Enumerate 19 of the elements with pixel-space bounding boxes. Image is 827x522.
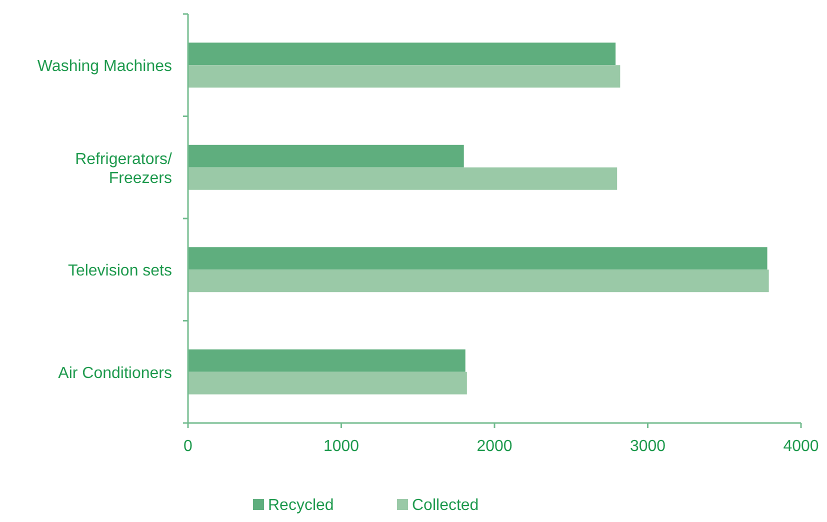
y-tick-label: Television sets: [68, 262, 172, 280]
bar: [188, 65, 620, 88]
bar: [188, 167, 618, 190]
bar: [188, 42, 616, 66]
legend-label: Collected: [412, 497, 479, 514]
y-tick-label: Washing Machines: [37, 58, 172, 76]
bar: [188, 270, 769, 292]
x-tick-label: 1000: [323, 438, 360, 455]
x-tick-label: 4000: [783, 438, 819, 455]
bar: [188, 247, 768, 270]
bar: [188, 372, 467, 394]
x-tick-label: 3000: [630, 438, 666, 455]
y-tick-label: Air Conditioners: [58, 364, 172, 382]
bar: [188, 349, 466, 372]
x-tick-label: 0: [184, 438, 193, 455]
bar: [188, 144, 464, 168]
legend-label: Recycled: [268, 497, 334, 514]
x-tick-label: 2000: [476, 438, 512, 455]
y-tick-label: Refrigerators/ Freezers: [75, 150, 173, 187]
